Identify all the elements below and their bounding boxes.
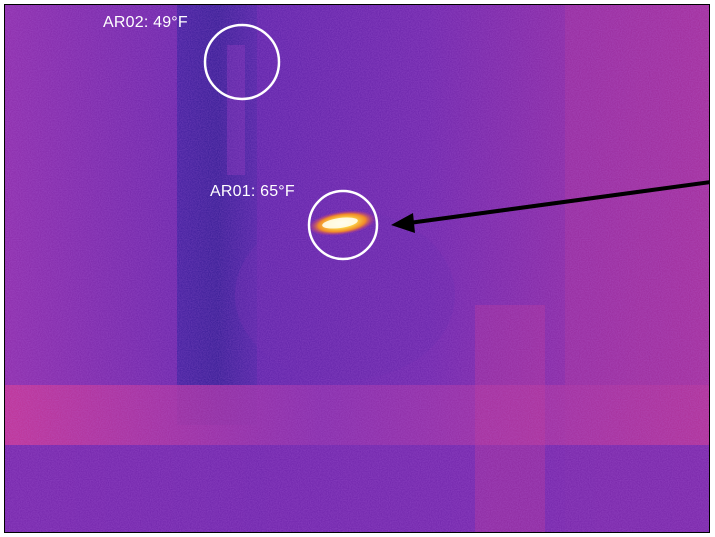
pointer-arrow — [408, 180, 709, 225]
measurement-circle-ar02 — [203, 23, 281, 101]
pointer-arrowhead — [391, 213, 415, 233]
measurement-label-ar02: AR02: 49°F — [103, 14, 188, 31]
thermal-image: AR02: 49°F AR01: 65°F — [4, 4, 710, 533]
thermal-scene — [5, 5, 709, 532]
measurement-circle-ar01 — [307, 189, 379, 261]
measurement-label-ar01: AR01: 65°F — [210, 183, 295, 200]
